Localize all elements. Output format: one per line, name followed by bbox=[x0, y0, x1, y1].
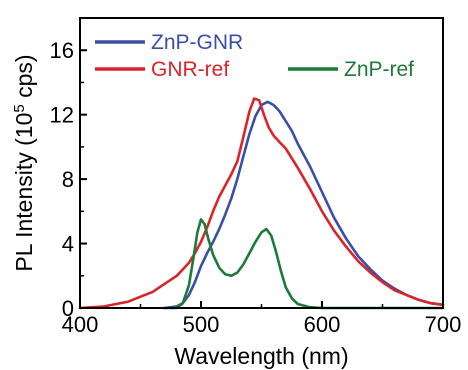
series-line-znp-gnr bbox=[163, 100, 445, 310]
x-axis-title: Wavelength (nm) bbox=[174, 343, 348, 369]
y-axis-title: PL Intensity (105 cps) bbox=[11, 54, 37, 271]
y-tick-label-12: 12 bbox=[50, 103, 74, 128]
legend-label-znp-ref: ZnP-ref bbox=[344, 58, 414, 81]
x-tick-label-400: 400 bbox=[62, 312, 99, 337]
y-tick-label-0: 0 bbox=[62, 296, 74, 321]
x-tick-label-500: 500 bbox=[183, 312, 220, 337]
legend: ZnP-GNR GNR-ref ZnP-ref bbox=[95, 31, 414, 81]
y-axis-title-tail: cps) bbox=[11, 54, 37, 104]
series-line-gnr-ref bbox=[78, 97, 445, 310]
y-tick-label-4: 4 bbox=[62, 232, 74, 257]
x-tick-label-600: 600 bbox=[304, 312, 341, 337]
y-tick-label-8: 8 bbox=[62, 167, 74, 192]
x-tick-label-700: 700 bbox=[425, 312, 462, 337]
legend-label-znp-gnr: ZnP-GNR bbox=[151, 31, 243, 54]
ticks-layer: 400 500 600 700 0 4 8 12 16 bbox=[50, 38, 462, 337]
legend-label-gnr-ref: GNR-ref bbox=[151, 58, 229, 81]
series-line-znp-ref bbox=[163, 218, 445, 310]
series-layer bbox=[78, 97, 445, 310]
y-tick-label-16: 16 bbox=[50, 38, 74, 63]
y-axis-title-main: PL Intensity (10 bbox=[11, 113, 37, 272]
y-axis-title-superscript: 5 bbox=[11, 104, 28, 112]
